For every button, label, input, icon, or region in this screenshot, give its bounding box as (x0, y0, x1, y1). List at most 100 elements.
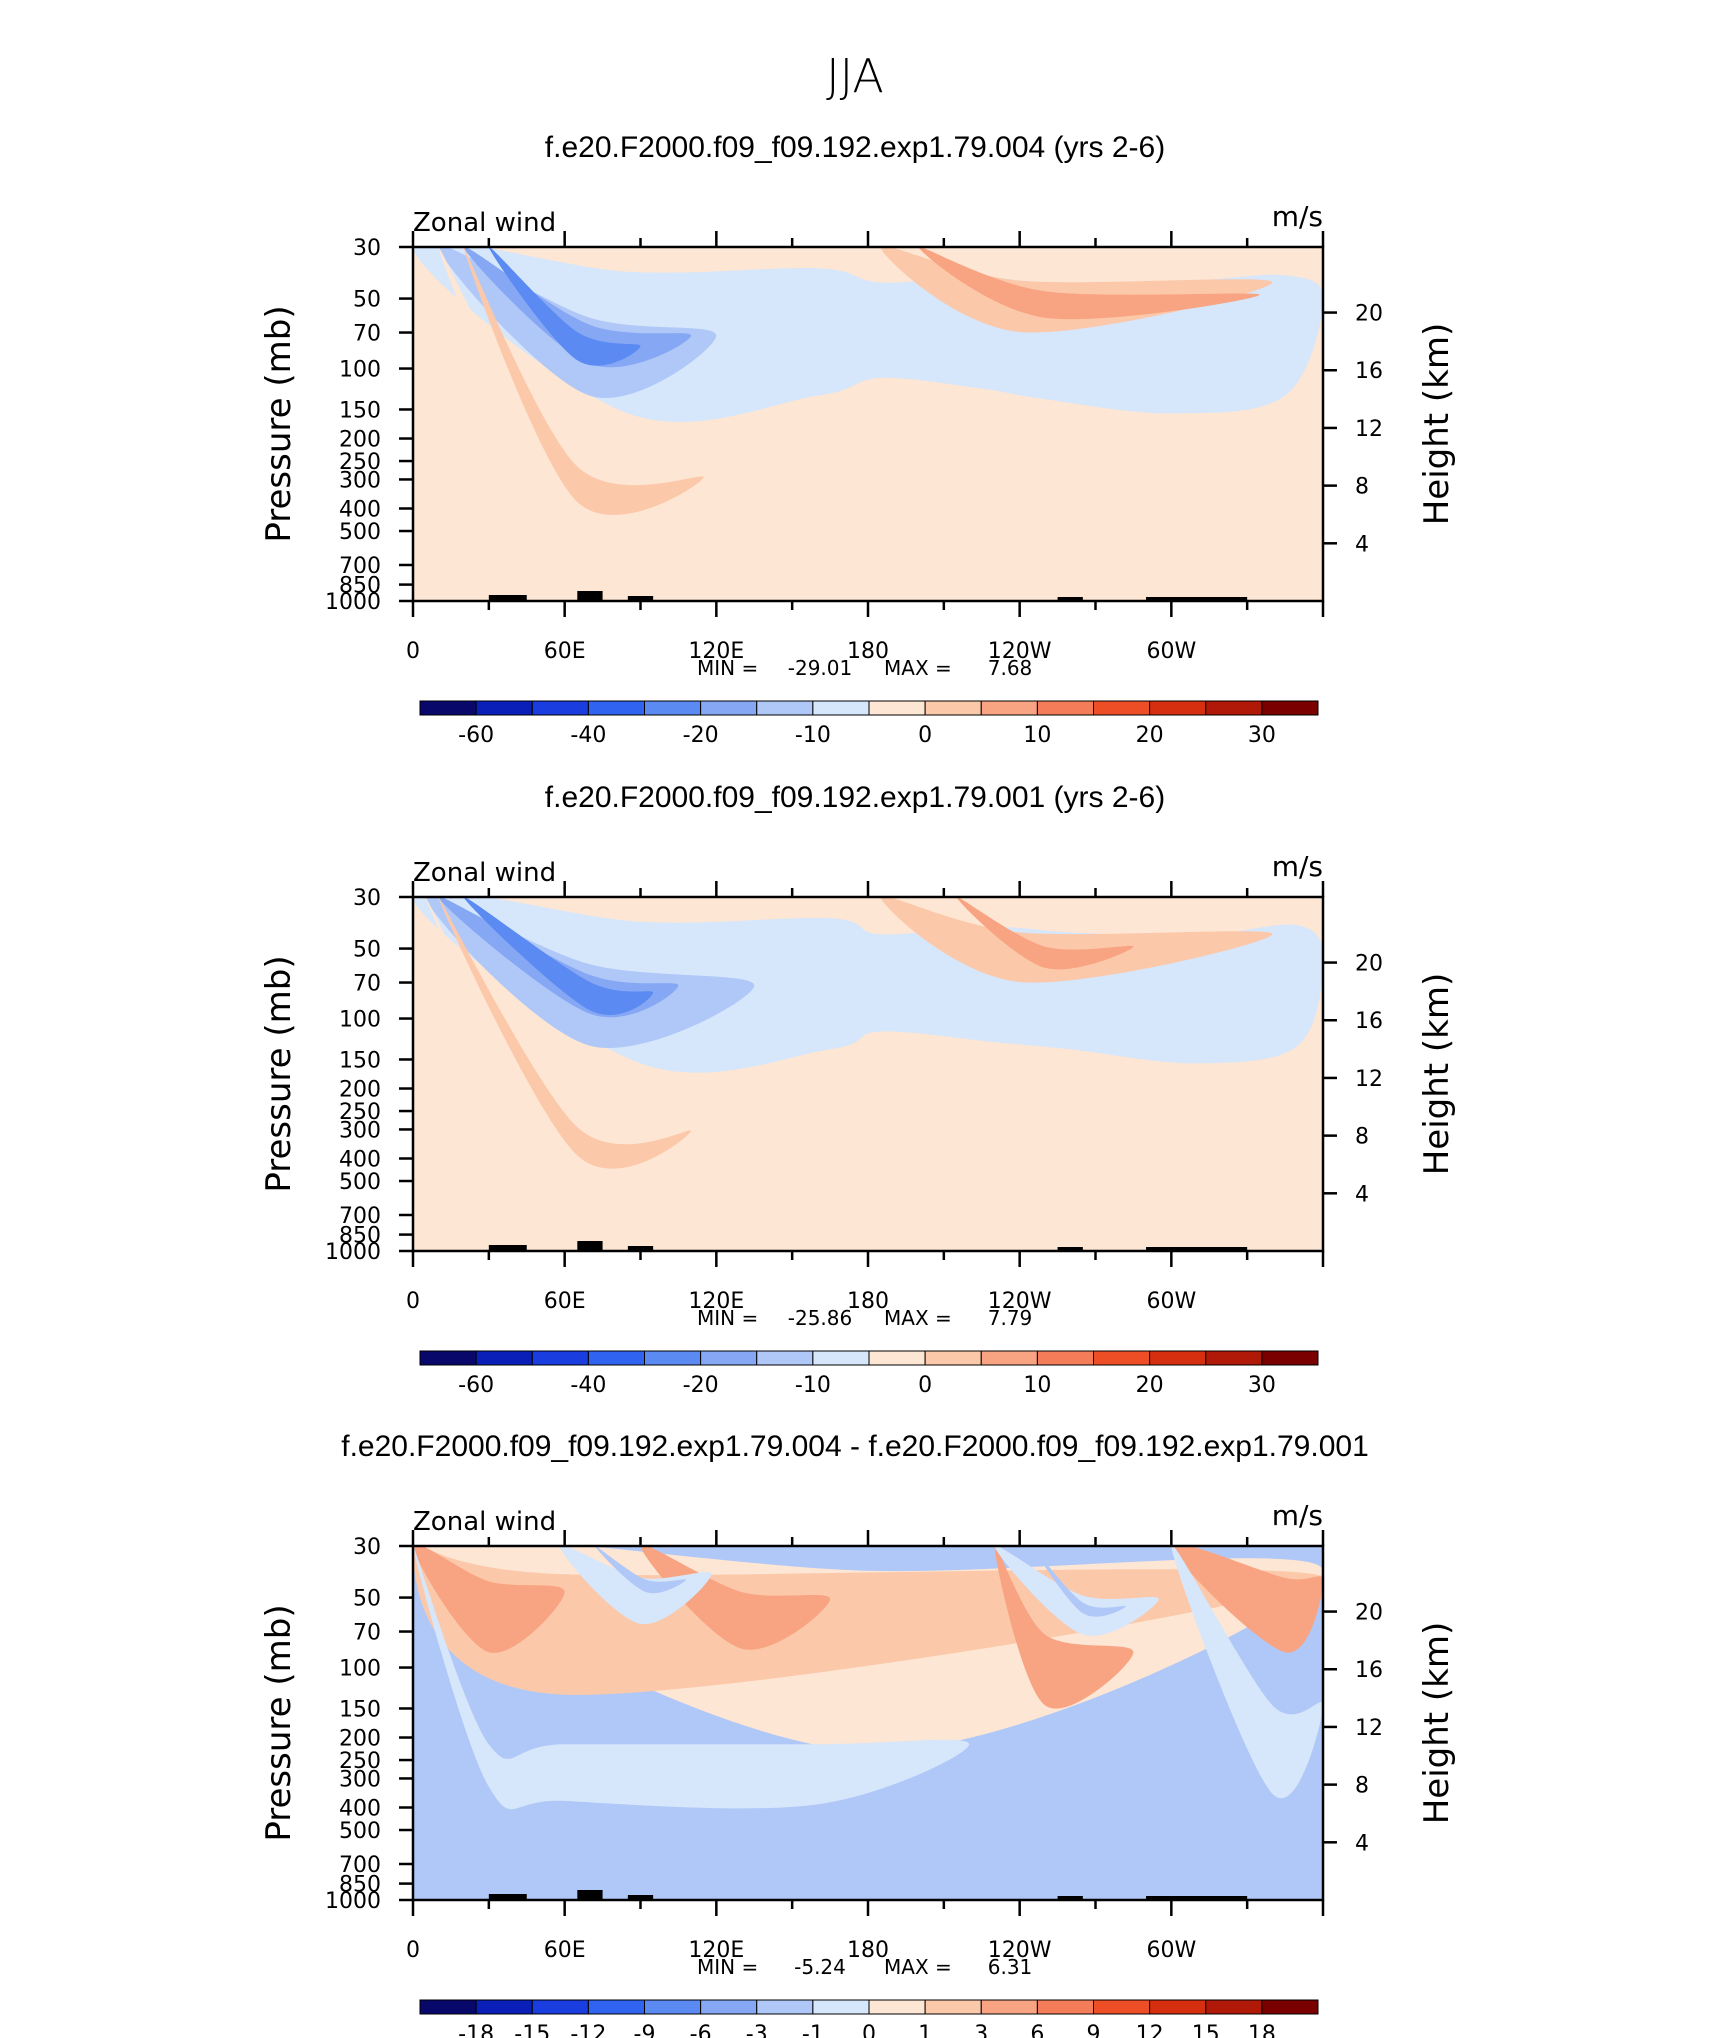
colorbar-box (587, 700, 645, 716)
min-value: -29.01 (788, 656, 852, 680)
colorbar-label: -40 (570, 1373, 606, 1398)
y-tick-label: 70 (353, 972, 381, 997)
x-tick-label: 60W (1146, 1938, 1196, 1963)
y-tick-label: 150 (339, 398, 381, 423)
x-tick-label: 0 (406, 1289, 420, 1314)
panel-title: f.e20.F2000.f09_f09.192.exp1.79.001 (yrs… (545, 781, 1165, 814)
topography-3 (627, 1895, 654, 1900)
colorbar-label: 9 (1087, 2022, 1101, 2038)
colorbar-box (1149, 1999, 1207, 2015)
y-tick-label: 70 (353, 322, 381, 347)
colorbar-box (1261, 1350, 1319, 1366)
colorbar-label: -40 (570, 723, 606, 748)
min-label: MIN = (697, 656, 758, 680)
y-tick-label: 50 (353, 938, 381, 963)
contour-field (413, 897, 1323, 1251)
max-label: MAX = (884, 1306, 952, 1330)
y2-tick-label: 16 (1355, 1009, 1383, 1034)
y-axis-label: Pressure (mb) (259, 1604, 299, 1841)
y-tick-label: 250 (339, 1749, 381, 1774)
colorbar-label: -1 (802, 2022, 824, 2038)
figure-title: JJA (826, 49, 884, 103)
contour-region-5 (1171, 1546, 1323, 1653)
contour-region-6 (994, 1546, 1134, 1709)
y-axis-label: Pressure (mb) (259, 305, 299, 542)
topography-4 (1057, 1896, 1083, 1900)
colorbar-box (1093, 700, 1151, 716)
contour-region-3 (463, 247, 692, 368)
contour-region-4 (463, 897, 654, 1016)
y2-tick-label: 20 (1355, 1601, 1383, 1626)
y-tick-label: 300 (339, 468, 381, 493)
max-label: MAX = (884, 1955, 952, 1979)
colorbar-box (475, 1999, 533, 2015)
y-tick-label: 400 (339, 497, 381, 522)
colorbar-label: -18 (458, 2022, 494, 2038)
colorbar-box (644, 1350, 702, 1366)
colorbar-label: 0 (918, 723, 932, 748)
topography-1 (488, 1894, 527, 1900)
y-tick-label: 100 (339, 1657, 381, 1682)
y-tick-label: 30 (353, 236, 381, 261)
colorbar-label: -3 (746, 2022, 768, 2038)
topography-1 (488, 595, 527, 601)
x-tick-label: 120W (988, 639, 1052, 664)
contour-region-7 (880, 897, 1273, 983)
colorbar-box (531, 1350, 589, 1366)
y-tick-label: 850 (339, 1224, 381, 1249)
y-tick-label: 50 (353, 288, 381, 313)
x-tick-label: 180 (847, 639, 889, 664)
colorbar-label: 10 (1023, 1373, 1051, 1398)
topography-4 (1057, 597, 1083, 601)
topography-3 (627, 596, 654, 601)
colorbar-box (812, 1999, 870, 2015)
colorbar-box (531, 700, 589, 716)
colorbar-box (924, 700, 982, 716)
colorbar-label: -12 (570, 2022, 606, 2038)
colorbar-box (868, 1999, 926, 2015)
x-tick-label: 60E (544, 1938, 586, 1963)
colorbar-label: 18 (1248, 2022, 1276, 2038)
y-tick-label: 850 (339, 574, 381, 599)
y2-tick-label: 20 (1355, 302, 1383, 327)
y-tick-label: 300 (339, 1118, 381, 1143)
y2-tick-label: 20 (1355, 952, 1383, 977)
colorbar-label: -10 (795, 723, 831, 748)
topography-5 (1146, 597, 1248, 601)
colorbar-box (1093, 1999, 1151, 2015)
y-tick-label: 150 (339, 1697, 381, 1722)
colorbar-box (1205, 1999, 1263, 2015)
left-string: Zonal wind (413, 1507, 556, 1537)
topography-1 (488, 1245, 527, 1251)
x-tick-label: 0 (406, 639, 420, 664)
colorbar-label: 30 (1248, 1373, 1276, 1398)
contour-region-3 (413, 1546, 565, 1653)
panel-3: f.e20.F2000.f09_f09.192.exp1.79.004 - f.… (259, 1430, 1457, 2038)
y2-axis-label: Height (km) (1417, 973, 1457, 1176)
y2-tick-label: 12 (1355, 1067, 1383, 1092)
y2-tick-label: 4 (1355, 1831, 1369, 1856)
colorbar-label: 0 (918, 1373, 932, 1398)
colorbar-label: 3 (974, 2022, 988, 2038)
topography-2 (577, 1890, 603, 1900)
panels: f.e20.F2000.f09_f09.192.exp1.79.004 (yrs… (259, 131, 1457, 2038)
contour-region-4 (640, 1546, 831, 1650)
y-tick-label: 250 (339, 1100, 381, 1125)
max-label: MAX = (884, 656, 952, 680)
y2-tick-label: 8 (1355, 1125, 1369, 1150)
colorbar-box (980, 1350, 1038, 1366)
max-value: 7.68 (988, 656, 1033, 680)
colorbar-box (1261, 1999, 1319, 2015)
topography-3 (627, 1246, 654, 1251)
colorbar-label: 15 (1192, 2022, 1220, 2038)
colorbar-box (1036, 1999, 1094, 2015)
x-tick-label: 120W (988, 1938, 1052, 1963)
contour-region-6 (463, 247, 704, 515)
x-tick-label: 120W (988, 1289, 1052, 1314)
y-tick-label: 250 (339, 450, 381, 475)
x-tick-label: 120E (688, 1289, 744, 1314)
y2-axis-label: Height (km) (1417, 323, 1457, 526)
contour-region-8 (918, 247, 1260, 320)
colorbar-label: 0 (862, 2022, 876, 2038)
